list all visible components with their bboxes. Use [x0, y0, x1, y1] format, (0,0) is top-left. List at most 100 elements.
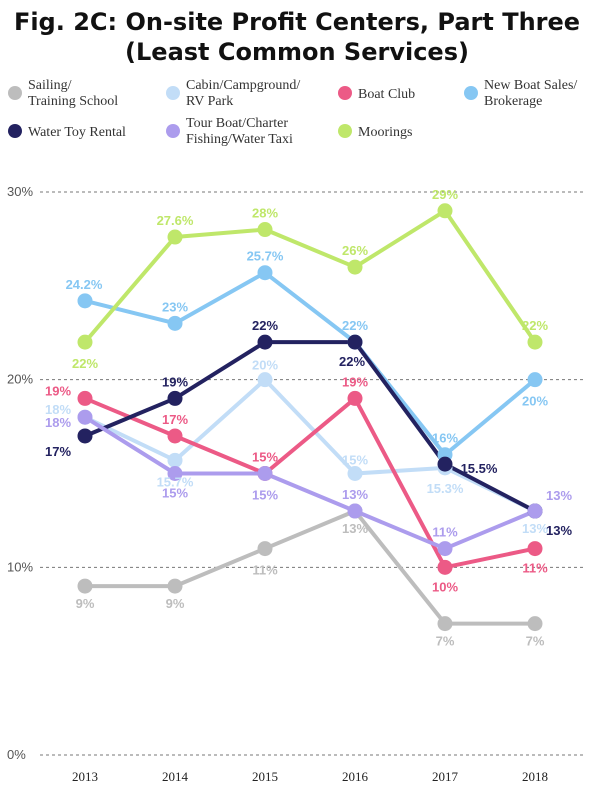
legend-label: Moorings	[358, 125, 412, 140]
data-label: 17%	[162, 412, 188, 427]
data-label: 19%	[342, 374, 368, 389]
series-line	[83, 415, 537, 551]
data-point	[257, 334, 273, 350]
data-label: 13%	[546, 488, 572, 503]
y-tick-label: 30%	[7, 184, 33, 199]
data-label: 29%	[432, 187, 458, 202]
data-label: 16%	[432, 431, 458, 446]
data-point	[257, 222, 273, 238]
legend-swatch	[338, 86, 352, 100]
y-tick-label: 10%	[7, 559, 33, 574]
data-point	[77, 334, 93, 350]
data-label: 10%	[432, 579, 458, 594]
legend-swatch	[166, 124, 180, 138]
data-point	[257, 372, 273, 388]
data-label: 23%	[162, 299, 188, 314]
data-point	[347, 390, 363, 406]
series-points	[77, 203, 543, 632]
data-label: 13%	[342, 521, 368, 536]
data-label: 9%	[166, 596, 185, 611]
data-point	[437, 559, 453, 575]
data-point	[527, 503, 543, 519]
data-label: 11%	[432, 525, 458, 540]
data-point	[527, 334, 543, 350]
data-label: 15.5%	[461, 461, 498, 476]
data-label: 11%	[522, 561, 548, 576]
data-label: 22%	[522, 318, 548, 333]
data-point	[167, 428, 183, 444]
data-point	[437, 616, 453, 632]
data-point	[347, 334, 363, 350]
x-axis: 2013 2014 2015 2016 2017 2018	[72, 769, 548, 784]
data-label: 11%	[252, 563, 278, 578]
series-line	[83, 208, 537, 345]
data-point	[167, 466, 183, 481]
data-label: 18%	[45, 402, 71, 417]
data-label: 13%	[342, 487, 368, 502]
data-point	[347, 503, 363, 519]
data-label: 20%	[522, 394, 548, 409]
data-point	[347, 259, 363, 275]
data-point	[257, 265, 273, 281]
legend-swatch	[8, 86, 22, 100]
data-point	[257, 466, 273, 481]
y-tick-label: 0%	[7, 747, 26, 762]
data-label: 13%	[546, 523, 572, 538]
data-point	[167, 452, 183, 468]
data-label: 19%	[162, 374, 188, 389]
data-label: 15.3%	[427, 481, 464, 496]
legend-label: Tour Boat/Charter Fishing/Water Taxi	[186, 116, 293, 147]
data-label: 17%	[45, 444, 71, 459]
series-line	[83, 509, 537, 626]
data-label: 22%	[252, 318, 278, 333]
data-point	[527, 616, 543, 632]
data-label: 9%	[76, 596, 95, 611]
data-point	[527, 541, 543, 557]
gridlines: 0% 10% 20% 30%	[7, 184, 585, 762]
data-label: 15%	[252, 488, 278, 503]
chart-title-line2: (Least Common Services)	[125, 38, 469, 66]
data-label: 13%	[522, 521, 548, 536]
data-label: 15.7%	[157, 474, 194, 489]
data-label: 27.6%	[157, 213, 194, 228]
data-label: 15%	[252, 450, 278, 465]
x-tick-label: 2015	[252, 769, 278, 784]
series-lines	[83, 208, 537, 626]
x-tick-label: 2016	[342, 769, 369, 784]
data-point	[167, 390, 183, 406]
data-label: 22%	[339, 354, 365, 369]
legend-swatch	[166, 86, 180, 100]
series-line	[83, 340, 537, 514]
legend-label: Sailing/Training School	[28, 78, 118, 109]
data-labels: 9% 9% 11% 13% 7% 7% 18% 15.7% 20% 15% 15.3% 13% 19% 1…	[45, 187, 572, 649]
x-tick-label: 2013	[72, 769, 98, 784]
legend: Sailing/Training School Cabin/Campground/…	[8, 78, 577, 147]
legend-label: Water Toy Rental	[28, 125, 126, 140]
data-point	[347, 466, 363, 481]
legend-label: Boat Club	[358, 87, 415, 102]
legend-label: New Boat Sales/Brokerage	[484, 78, 577, 109]
data-label: 7%	[436, 634, 455, 649]
legend-label: Cabin/Campground/RV Park	[186, 78, 300, 109]
data-point	[167, 315, 183, 331]
data-point	[257, 541, 273, 557]
data-label: 28%	[252, 206, 278, 221]
legend-swatch	[8, 124, 22, 138]
data-label: 24.2%	[66, 277, 103, 292]
data-point	[527, 372, 543, 388]
series-line	[83, 377, 537, 514]
data-label: 25.7%	[247, 249, 284, 264]
series-line	[83, 270, 537, 457]
x-tick-label: 2017	[432, 769, 459, 784]
data-label: 15%	[342, 453, 368, 468]
data-label: 26%	[342, 243, 368, 258]
data-point	[437, 456, 453, 472]
data-label: 15%	[162, 486, 188, 501]
y-tick-label: 20%	[7, 372, 33, 387]
data-label: 20%	[252, 358, 278, 373]
data-point	[437, 541, 453, 557]
legend-swatch	[464, 86, 478, 100]
data-point	[77, 409, 93, 425]
data-label: 18%	[45, 415, 71, 430]
